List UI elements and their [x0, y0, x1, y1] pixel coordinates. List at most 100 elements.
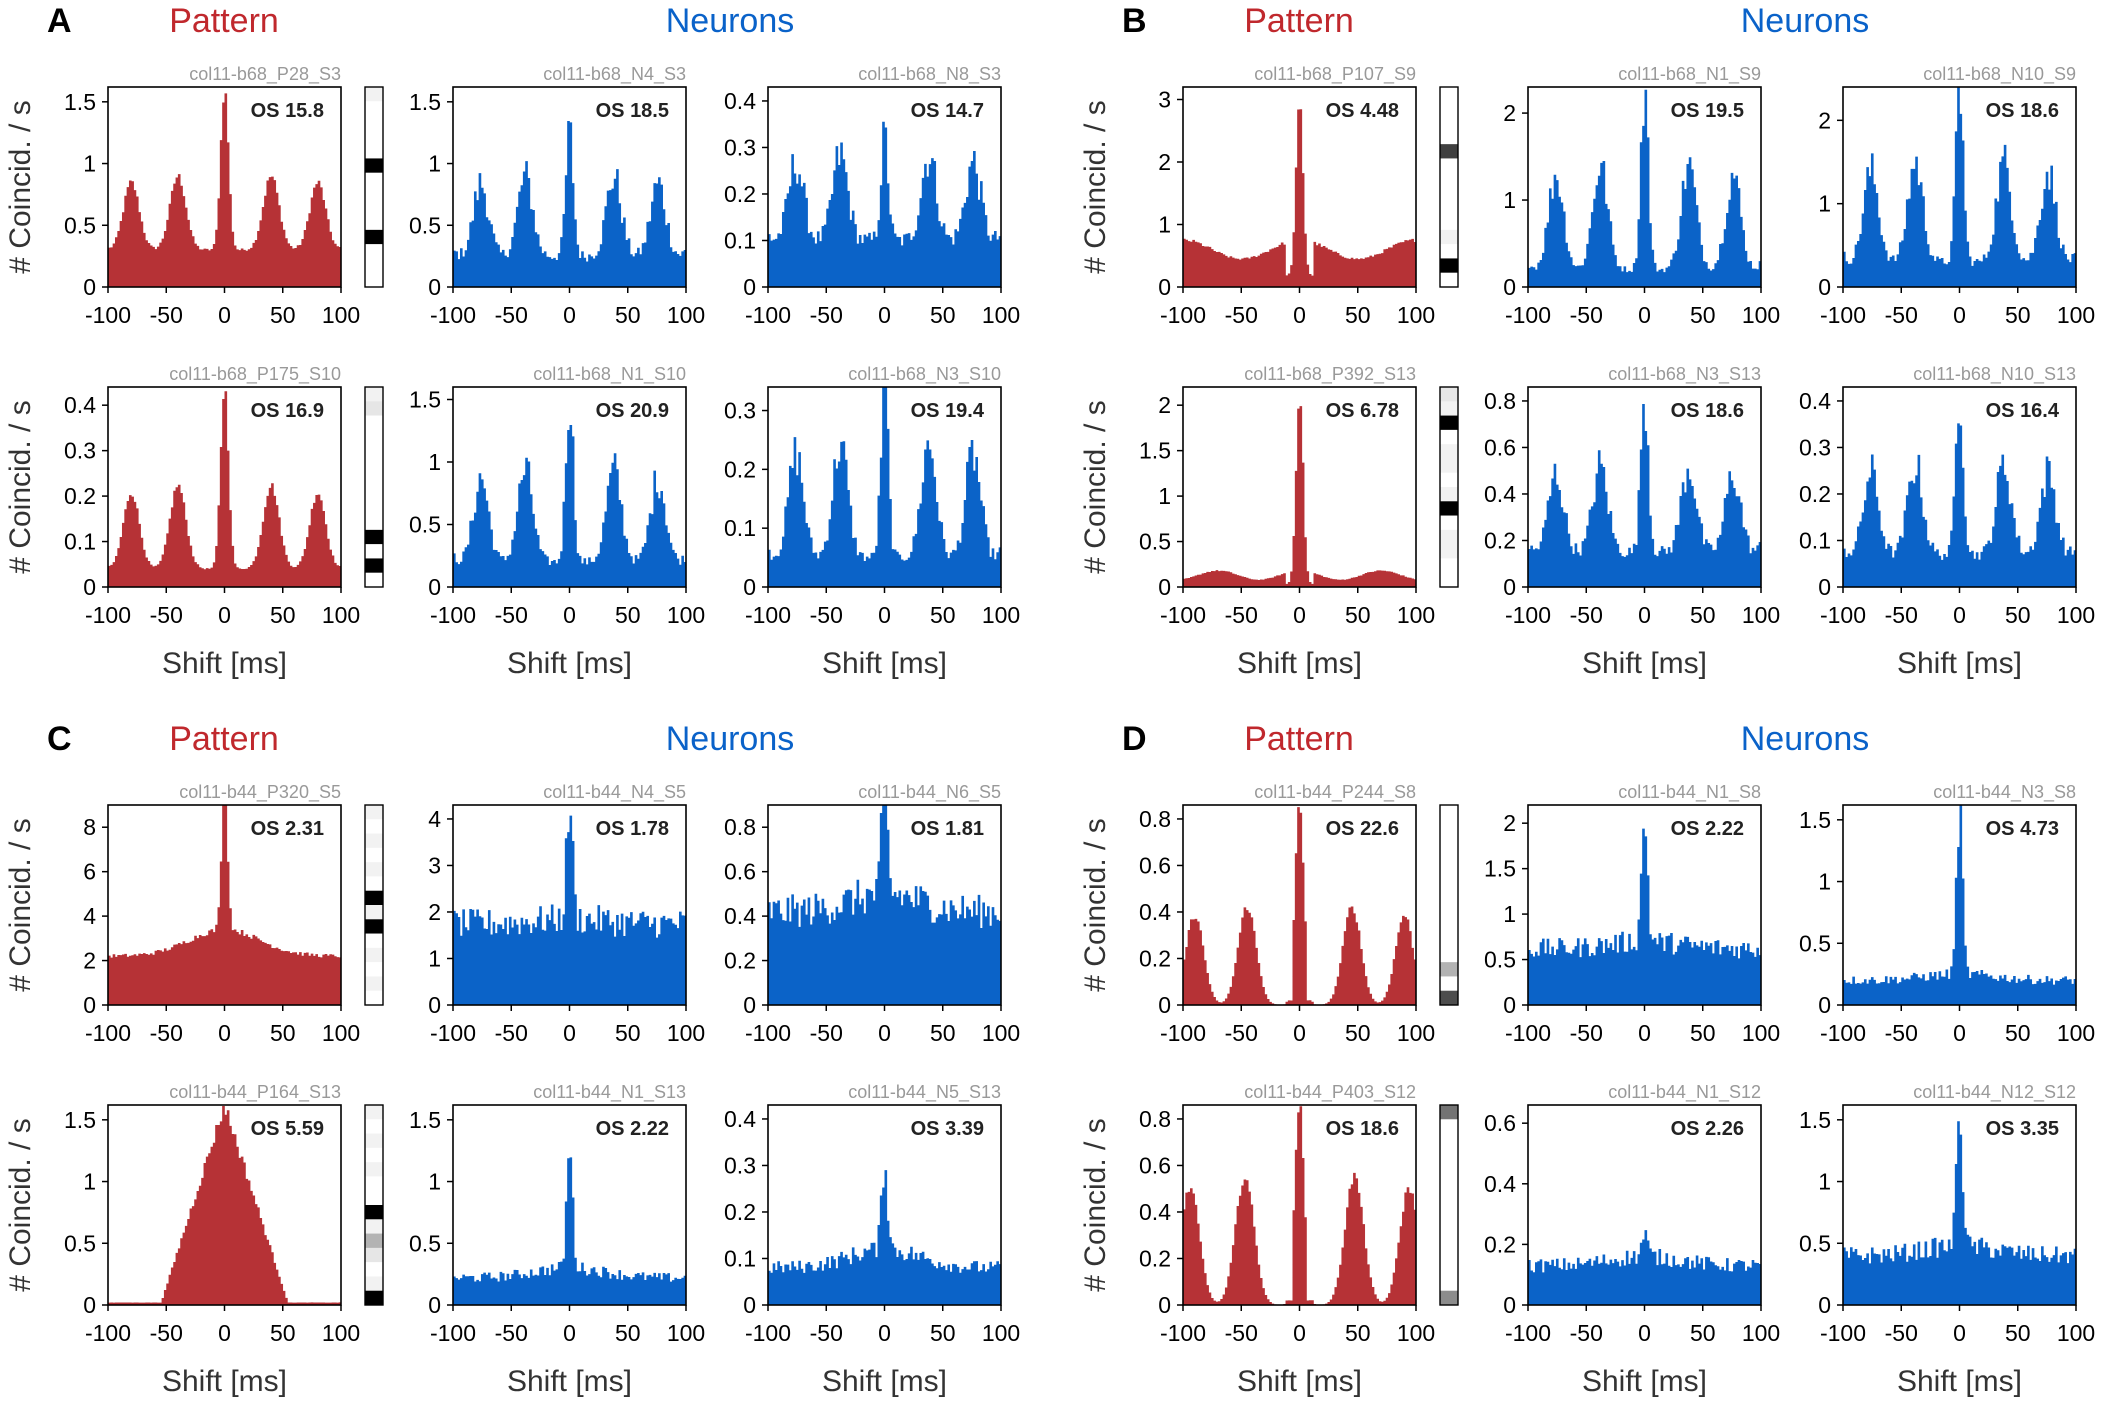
- x-tick-label: -50: [1885, 1320, 1918, 1346]
- histogram-bars: [1183, 1106, 1417, 1305]
- strip-cell: [1440, 933, 1458, 949]
- x-tick-label: 100: [2057, 1020, 2095, 1046]
- y-tick-label: 0: [428, 274, 441, 300]
- y-tick-label: 0.3: [1799, 434, 1831, 460]
- plot-title: col11-b68_N10_S9: [1923, 64, 2076, 85]
- plot-title: col11-b44_N1_S8: [1618, 782, 1761, 803]
- strip-cell: [365, 387, 383, 402]
- y-tick-label: 0.3: [724, 398, 756, 424]
- y-tick-label: 1: [428, 945, 441, 971]
- strip-cell: [365, 158, 383, 173]
- y-tick-label: 0.2: [1484, 527, 1516, 553]
- x-tick-label: 0: [1293, 1020, 1306, 1046]
- y-tick-label: 1.5: [1799, 807, 1831, 833]
- y-tick-label: 0: [428, 1292, 441, 1318]
- x-tick-label: 100: [982, 302, 1020, 328]
- histogram-bars: [1843, 1121, 2077, 1305]
- strip-cell: [1440, 472, 1458, 488]
- plot-D-1-2: col11-b44_N12_S12 OS 3.35 0 0.5 1 1.5 -100 -50 0…: [1799, 1082, 2095, 1346]
- x-tick-label: -50: [495, 302, 528, 328]
- os-label: OS 3.35: [1986, 1118, 2059, 1140]
- strip-cell: [1440, 1205, 1458, 1220]
- strip-cell: [365, 429, 383, 445]
- strip-cell: [365, 1119, 383, 1134]
- plot-title: col11-b68_P28_S3: [189, 64, 341, 85]
- x-axis-label: Shift [ms]: [162, 647, 287, 680]
- strip-cell: [1440, 905, 1458, 920]
- os-label: OS 1.81: [911, 818, 984, 840]
- strip-cell: [365, 876, 383, 891]
- x-axis-label: Shift [ms]: [1582, 647, 1707, 680]
- x-tick-label: -50: [810, 302, 843, 328]
- strip-cell: [365, 558, 383, 573]
- plot-title: col11-b68_P107_S9: [1254, 64, 1416, 85]
- os-label: OS 2.26: [1671, 1118, 1744, 1140]
- y-tick-label: 0.5: [1799, 930, 1831, 956]
- strip-cell: [365, 1190, 383, 1206]
- x-tick-label: 50: [1690, 602, 1716, 628]
- x-tick-label: -100: [745, 602, 791, 628]
- y-tick-label: 0.8: [724, 814, 756, 840]
- y-tick-label: 0: [1158, 574, 1171, 600]
- x-tick-label: -100: [85, 602, 131, 628]
- plot-B-0-0: col11-b68_P107_S9 OS 4.48 0 1 2 3 -100 -50 0 50 10…: [1158, 64, 1459, 328]
- strip-cell: [1440, 115, 1458, 131]
- strip-cell: [365, 1276, 383, 1291]
- x-tick-label: -50: [810, 1320, 843, 1346]
- histogram-bars: [1843, 423, 2077, 587]
- x-tick-label: -100: [430, 602, 476, 628]
- strip-cell: [365, 201, 383, 216]
- y-tick-label: 0: [1503, 574, 1516, 600]
- x-tick-label: 0: [218, 1020, 231, 1046]
- neurons-header: Neurons: [1741, 2, 1870, 40]
- x-tick-label: -100: [1820, 1020, 1866, 1046]
- y-tick-label: 0.1: [1799, 527, 1831, 553]
- x-tick-label: -50: [495, 602, 528, 628]
- strip-cell: [365, 847, 383, 863]
- plot-title: col11-b44_N6_S5: [858, 782, 1001, 803]
- strip-cell: [365, 487, 383, 502]
- x-tick-label: 100: [1397, 1020, 1435, 1046]
- y-tick-label: 0.3: [64, 438, 96, 464]
- strip-cell: [1440, 87, 1458, 102]
- strip-cell: [1440, 487, 1458, 502]
- strip-cell: [1440, 919, 1458, 934]
- plot-D-1-1: col11-b44_N1_S12 OS 2.26 0 0.2 0.4 0.6 -100 -50…: [1484, 1082, 1780, 1346]
- os-label: OS 18.6: [1986, 100, 2059, 122]
- y-axis-label: # Coincid. / s: [1079, 100, 1112, 273]
- y-tick-label: 0: [1818, 574, 1831, 600]
- x-tick-label: 100: [2057, 602, 2095, 628]
- y-tick-label: 0.2: [724, 948, 756, 974]
- y-axis-label: # Coincid. / s: [4, 1118, 37, 1291]
- y-tick-label: 1: [428, 449, 441, 475]
- plot-A-0-1: col11-b68_N4_S3 OS 18.5 0 0.5 1 1.5 -100 -50 0 50…: [409, 64, 705, 328]
- plot-title: col11-b44_N1_S13: [533, 1082, 686, 1103]
- histogram-bars: [453, 1157, 687, 1305]
- histogram-bars: [1528, 828, 1762, 1005]
- strip-cell: [365, 115, 383, 131]
- y-tick-label: 0: [1503, 1292, 1516, 1318]
- x-axis-label: Shift [ms]: [1237, 1365, 1362, 1398]
- x-tick-label: 0: [563, 1320, 576, 1346]
- x-tick-label: 50: [930, 602, 956, 628]
- strip-cell: [365, 976, 383, 991]
- x-tick-label: 100: [982, 602, 1020, 628]
- plot-title: col11-b68_P392_S13: [1244, 364, 1416, 385]
- y-tick-label: 1.5: [64, 89, 96, 115]
- strip-cell: [365, 1105, 383, 1120]
- x-tick-label: 100: [322, 602, 360, 628]
- y-tick-label: 1: [428, 151, 441, 177]
- y-tick-label: 0.4: [1484, 1171, 1516, 1197]
- y-tick-label: 2: [1158, 392, 1171, 418]
- strip-cell: [1440, 501, 1458, 516]
- x-axis-label: Shift [ms]: [507, 647, 632, 680]
- strip-cell: [1440, 962, 1458, 977]
- y-tick-label: 0: [1818, 992, 1831, 1018]
- x-tick-label: 50: [1690, 302, 1716, 328]
- x-tick-label: -50: [1225, 1020, 1258, 1046]
- x-tick-label: -50: [1885, 1020, 1918, 1046]
- x-tick-label: 0: [1953, 302, 1966, 328]
- histogram-bars: [108, 391, 342, 587]
- x-tick-label: 50: [2005, 1320, 2031, 1346]
